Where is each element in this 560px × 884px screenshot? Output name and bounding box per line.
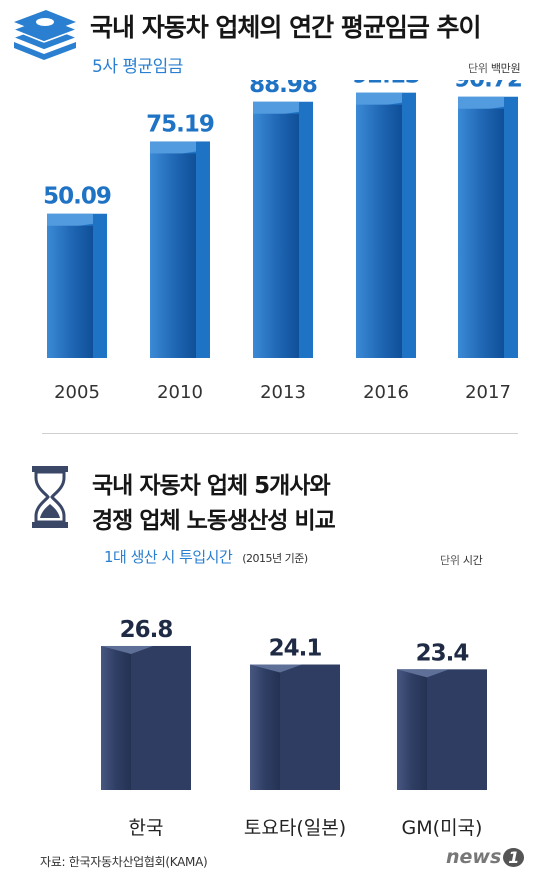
value-label: 92.13 — [352, 80, 420, 89]
value-label: 26.8 — [120, 617, 173, 643]
chart1-title: 국내 자동차 업체의 연간 평균임금 추이 — [90, 13, 482, 42]
bar-2017 — [458, 96, 518, 358]
chart2-subtitle-text: 1대 생산 시 투입시간 — [104, 548, 233, 566]
productivity-bar-chart: 26.8 한국 24.1 토요타(일본) 23.4 GM(미국) — [101, 617, 487, 839]
logo-text: news — [446, 846, 502, 868]
hourglass-icon — [32, 466, 68, 528]
source-note: 자료: 한국자동차산업협회(KAMA) — [40, 855, 208, 869]
bar-shade — [250, 664, 280, 790]
bar-shade — [47, 225, 93, 358]
chart2-title-line1: 국내 자동차 업체 5개사와 — [92, 473, 331, 499]
bar-2005 — [47, 213, 107, 358]
chart2-title-line2: 경쟁 업체 노동생산성 비교 — [92, 508, 336, 534]
chart1-unit-label: 단위 — [468, 62, 488, 75]
bar-shade — [397, 669, 427, 790]
value-label: 23.4 — [416, 640, 469, 666]
category-label: 2010 — [157, 382, 203, 403]
category-label: 토요타(일본) — [244, 817, 346, 839]
chart2-subtitle-note: (2015년 기준) — [242, 552, 308, 565]
chart2-subtitle: 1대 생산 시 투입시간 (2015년 기준) — [104, 546, 308, 567]
bar-shade — [150, 153, 196, 358]
bar-한국 — [101, 645, 191, 790]
bar-shade — [356, 104, 402, 358]
money-stack-icon — [13, 10, 77, 60]
category-label: 2005 — [54, 382, 100, 403]
bar-shade — [458, 108, 504, 358]
bar-2016 — [356, 92, 416, 359]
category-label: 2017 — [465, 382, 511, 403]
category-label: GM(미국) — [402, 817, 483, 839]
chart2-unit-label: 단위 — [440, 554, 460, 567]
value-label: 50.09 — [43, 184, 111, 210]
news1-logo: news 1 — [446, 846, 525, 868]
category-label: 2013 — [260, 382, 306, 403]
salary-bar-chart: 50.09 2005 75.19 2010 88.98 2013 92.13 2016 90.7… — [43, 80, 523, 403]
logo-mark: 1 — [503, 848, 525, 867]
bar-top-bevel — [250, 664, 302, 673]
bar-shade — [101, 645, 131, 790]
bar-top-bevel — [397, 669, 449, 678]
section-divider — [42, 433, 518, 434]
value-label: 24.1 — [269, 636, 322, 662]
value-label: 75.19 — [146, 111, 214, 137]
chart2-unit: 단위 시간 — [440, 552, 483, 568]
chart1-subtitle: 5사 평균임금 — [92, 57, 183, 77]
bar-2010 — [150, 141, 210, 358]
bar-GM(미국) — [397, 669, 487, 790]
bar-토요타(일본) — [250, 664, 340, 790]
bar-2013 — [253, 101, 313, 358]
value-label: 90.72 — [454, 80, 522, 93]
chart1-unit-value: 백만원 — [490, 62, 521, 75]
bar-top-bevel — [101, 645, 153, 654]
category-label: 2016 — [363, 382, 409, 403]
chart2-unit-value: 시간 — [462, 554, 483, 567]
value-label: 88.98 — [249, 80, 317, 98]
category-label: 한국 — [129, 817, 164, 839]
bar-shade — [253, 113, 299, 358]
chart1-unit: 단위 백만원 — [468, 60, 521, 76]
